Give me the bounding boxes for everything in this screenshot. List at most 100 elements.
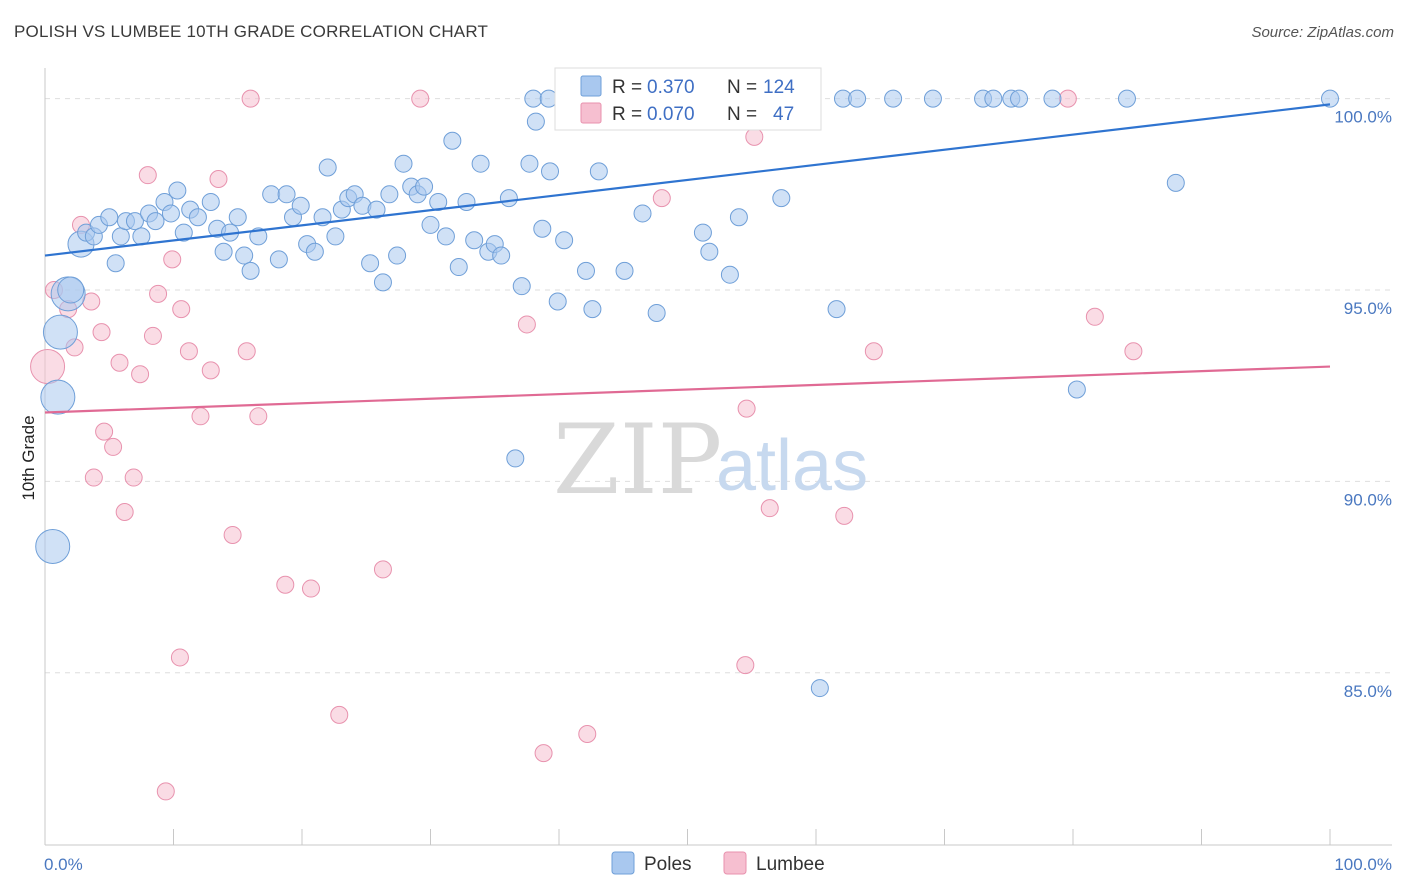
poles-point bbox=[380, 185, 399, 204]
poles-point bbox=[277, 185, 296, 204]
lumbee-point bbox=[223, 525, 242, 544]
poles-point bbox=[848, 89, 867, 108]
trend-lines bbox=[44, 103, 1331, 414]
poles-point bbox=[633, 204, 652, 223]
poles-point bbox=[589, 162, 608, 181]
poles-point bbox=[262, 185, 281, 204]
poles-point bbox=[125, 212, 144, 231]
poles-point bbox=[1117, 89, 1136, 108]
bottom-legend-poles-label: Poles bbox=[644, 854, 692, 875]
lumbee-point bbox=[411, 89, 430, 108]
poles-point bbox=[884, 89, 903, 108]
lumbee-trend-line bbox=[44, 365, 1331, 414]
lumbee-point bbox=[115, 503, 134, 521]
lumbee-point bbox=[84, 468, 103, 487]
poles-point bbox=[471, 154, 490, 173]
lumbee-point bbox=[143, 326, 162, 345]
poles-point bbox=[40, 379, 76, 415]
lumbee-point bbox=[517, 315, 536, 334]
poles-point bbox=[146, 212, 165, 231]
poles-point bbox=[520, 154, 539, 173]
legend-lumbee-swatch bbox=[580, 102, 602, 124]
poles-point bbox=[615, 261, 634, 280]
axes bbox=[44, 68, 1392, 846]
poles-point bbox=[249, 227, 268, 246]
grid-lines bbox=[45, 98, 1392, 674]
chart-title: POLISH VS LUMBEE 10TH GRADE CORRELATION … bbox=[14, 22, 489, 41]
poles-point bbox=[1067, 380, 1086, 399]
poles-point bbox=[318, 158, 337, 177]
lumbee-point bbox=[652, 189, 671, 208]
lumbee-point bbox=[760, 499, 779, 518]
poles-point bbox=[174, 223, 193, 242]
poles-point bbox=[700, 242, 719, 261]
poles-point bbox=[541, 162, 560, 181]
lumbee-point bbox=[330, 705, 349, 724]
poles-point bbox=[367, 200, 386, 219]
poles-point bbox=[132, 227, 151, 246]
watermark-atlas: atlas bbox=[716, 426, 868, 506]
poles-point bbox=[499, 189, 518, 208]
poles-point bbox=[57, 276, 85, 304]
poles-point bbox=[1010, 89, 1029, 108]
series-legend: Poles Lumbee bbox=[611, 851, 825, 875]
lumbee-point bbox=[170, 648, 189, 667]
lumbee-point bbox=[92, 323, 111, 342]
poles-point bbox=[326, 227, 345, 246]
poles-point bbox=[984, 89, 1003, 108]
poles-point bbox=[373, 273, 392, 292]
legend-poles-swatch bbox=[580, 75, 602, 97]
poles-point bbox=[168, 181, 187, 200]
bottom-legend-poles-swatch bbox=[611, 851, 635, 875]
poles-point bbox=[443, 131, 462, 150]
lumbee-point bbox=[201, 361, 220, 380]
poles-point bbox=[729, 208, 748, 227]
poles-point bbox=[429, 192, 448, 211]
poles-point bbox=[291, 196, 310, 215]
lumbee-point bbox=[241, 89, 260, 108]
lumbee-point bbox=[835, 506, 854, 525]
poles-point bbox=[810, 679, 829, 698]
y-tick-label: 95.0% bbox=[1344, 299, 1392, 318]
poles-point bbox=[188, 208, 207, 227]
poles-point bbox=[506, 449, 525, 468]
watermark-zip: ZIP bbox=[553, 404, 722, 516]
poles-point bbox=[526, 112, 545, 131]
poles-point bbox=[647, 303, 666, 322]
lumbee-point bbox=[578, 725, 597, 743]
watermark: ZIP atlas bbox=[553, 404, 868, 516]
poles-point bbox=[457, 192, 476, 211]
lumbee-point bbox=[179, 342, 198, 361]
poles-point bbox=[269, 250, 288, 269]
poles-point bbox=[1166, 173, 1185, 192]
poles-point bbox=[228, 208, 247, 227]
lumbee-point bbox=[104, 437, 123, 456]
lumbee-point bbox=[237, 342, 256, 361]
y-tick-label: 90.0% bbox=[1344, 490, 1392, 509]
lumbee-point bbox=[301, 579, 320, 598]
lumbee-point bbox=[249, 407, 268, 426]
poles-point bbox=[214, 242, 233, 261]
poles-point bbox=[492, 246, 511, 265]
poles-point bbox=[436, 227, 455, 246]
y-axis-label: 10th Grade bbox=[19, 415, 38, 500]
poles-point bbox=[576, 261, 595, 280]
legend-poles-n-label: N = bbox=[727, 77, 757, 98]
lumbee-point bbox=[276, 575, 295, 594]
poles-point bbox=[201, 192, 220, 211]
poles-point bbox=[161, 204, 180, 223]
legend-lumbee-r-value: 0.070 bbox=[647, 104, 695, 125]
poles-point bbox=[388, 246, 407, 265]
poles-point bbox=[923, 89, 942, 108]
stats-legend: R = 0.370 N = 124 R = 0.070 N = 47 bbox=[554, 67, 822, 131]
lumbee-point bbox=[156, 782, 175, 801]
poles-point bbox=[465, 231, 484, 250]
lumbee-point bbox=[172, 300, 191, 319]
poles-point bbox=[1321, 89, 1339, 108]
y-tick-labels: 85.0% 90.0% 95.0% 100.0% bbox=[1334, 108, 1392, 701]
legend-poles-r-value: 0.370 bbox=[647, 77, 695, 98]
poles-point bbox=[100, 208, 119, 227]
poles-point bbox=[548, 292, 567, 311]
poles-trend-line bbox=[44, 103, 1331, 257]
